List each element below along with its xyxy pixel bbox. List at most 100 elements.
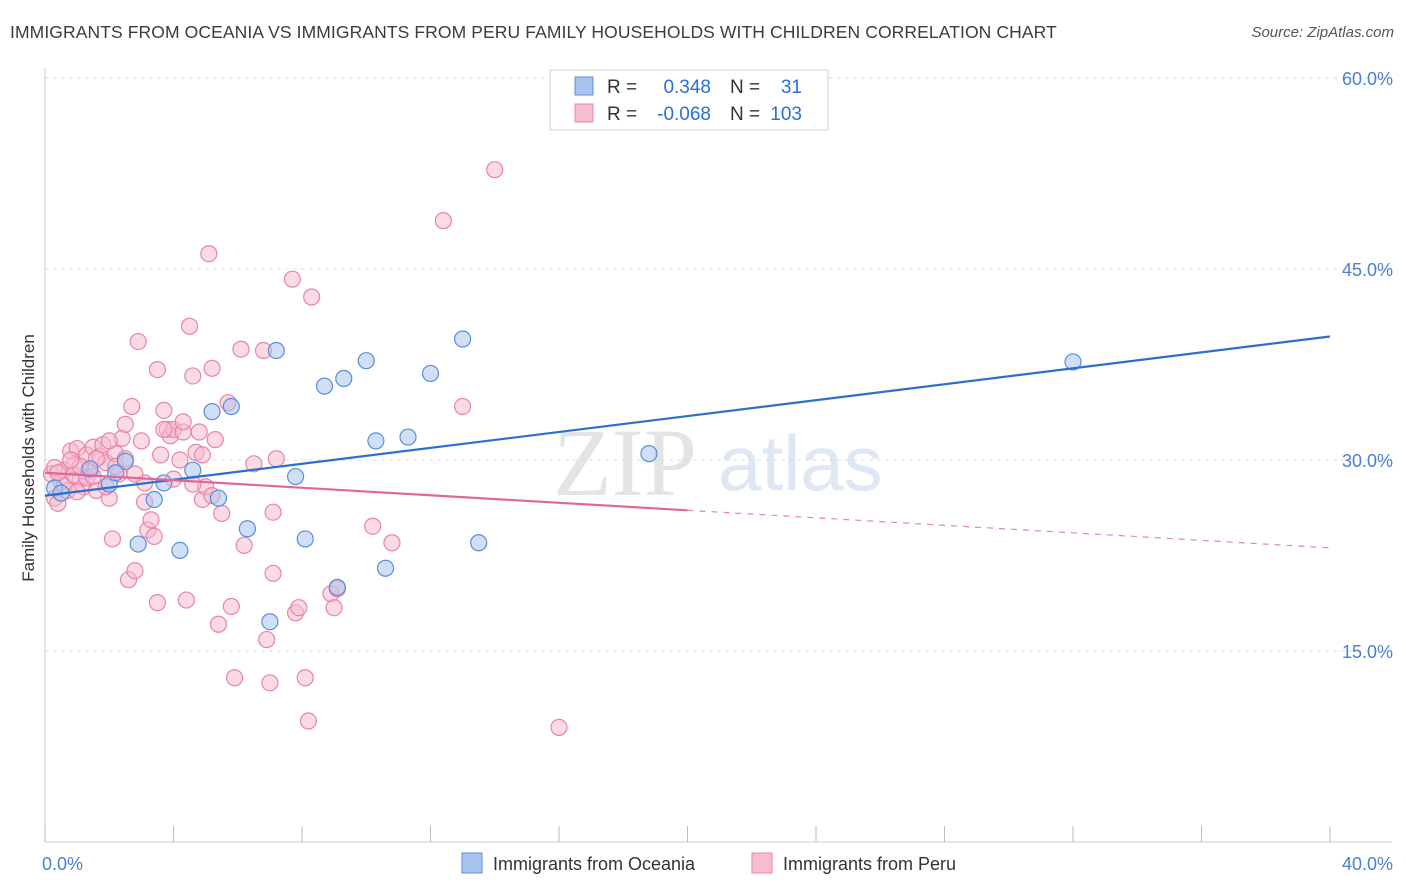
x-tick-label: 40.0%	[1342, 854, 1393, 874]
y-tick-label: 60.0%	[1342, 69, 1393, 89]
peru-point	[303, 288, 321, 306]
peru-point	[174, 413, 192, 431]
peru-point	[180, 317, 199, 335]
oceania-point	[296, 530, 314, 548]
peru-point	[62, 451, 80, 469]
legend-r-value-peru: -0.068	[657, 104, 711, 125]
peru-trend-line-extension	[687, 509, 1331, 549]
y-tick-label: 45.0%	[1342, 260, 1393, 280]
watermark-zip: ZIP	[553, 409, 697, 516]
oceania-point	[454, 330, 472, 348]
peru-point	[258, 630, 276, 649]
peru-point	[103, 530, 122, 548]
legend-n-value-peru: 103	[770, 104, 802, 125]
oceania-point	[367, 432, 385, 450]
oceania-point	[286, 467, 305, 486]
peru-point	[148, 360, 167, 379]
oceania-trend-line	[44, 335, 1331, 497]
peru-point	[116, 415, 134, 433]
peru-point	[486, 161, 504, 179]
watermark-atlas: atlas	[718, 419, 883, 507]
grid-lines	[45, 77, 1392, 652]
peru-point	[364, 517, 382, 535]
correlation-legend: R = 0.348 N = 31 R = -0.068 N = 103	[549, 69, 829, 131]
legend-swatch-peru	[574, 103, 594, 123]
oceania-point	[116, 452, 134, 470]
peru-point	[206, 431, 224, 449]
peru-point	[193, 446, 212, 464]
oceania-point	[376, 559, 395, 577]
peru-point	[203, 359, 221, 377]
legend-n-label-oceania: N =	[730, 77, 760, 98]
x-tick-label: 0.0%	[42, 854, 83, 874]
tick-labels: 15.0% 30.0% 45.0% 60.0% 0.0% 40.0%	[42, 69, 1393, 874]
peru-point	[142, 511, 160, 529]
oceania-point	[238, 520, 256, 538]
chart-source: Source: ZipAtlas.com	[1251, 24, 1394, 41]
peru-point	[264, 503, 282, 521]
oceania-point	[209, 489, 228, 507]
peru-point	[550, 718, 568, 737]
peru-point	[434, 212, 452, 230]
oceania-point	[335, 369, 353, 388]
series-legend: Immigrants from Oceania Immigrants from …	[461, 852, 956, 874]
peru-point	[100, 432, 118, 450]
peru-point	[126, 562, 144, 580]
peru-point	[213, 504, 231, 523]
legend-box	[549, 69, 829, 131]
peru-point	[209, 615, 228, 633]
peru-point	[225, 669, 244, 687]
legend-n-label-peru: N =	[730, 104, 760, 125]
peru-point	[155, 420, 173, 439]
peru-point	[296, 669, 314, 687]
oceania-point	[399, 428, 417, 446]
axes	[44, 68, 1392, 843]
peru-point	[123, 397, 141, 416]
oceania-point	[328, 578, 346, 596]
oceania-point	[129, 535, 147, 553]
peru-point	[283, 270, 301, 288]
peru-point	[145, 527, 163, 546]
oceania-point	[421, 364, 440, 383]
peru-point	[235, 536, 253, 554]
oceania-point	[315, 377, 334, 395]
legend-r-label-peru: R =	[607, 104, 637, 125]
legend-n-value-oceania: 31	[781, 77, 802, 98]
peru-point	[232, 340, 250, 358]
peru-point	[267, 450, 285, 468]
peru-trend-line	[44, 471, 688, 512]
oceania-point	[145, 490, 163, 509]
peru-point	[190, 423, 208, 441]
peru-point	[200, 245, 218, 263]
legend-swatch-oceania	[574, 76, 594, 96]
peru-point	[383, 534, 401, 552]
oceania-point	[261, 613, 279, 631]
peru-point	[222, 597, 240, 616]
oceania-point	[267, 341, 285, 360]
y-tick-label: 30.0%	[1342, 451, 1393, 471]
peru-point	[148, 594, 167, 612]
peru-point	[155, 401, 173, 419]
oceania-point	[222, 397, 240, 416]
legend-r-value-oceania: 0.348	[663, 77, 711, 98]
bottom-legend-label-oceania: Immigrants from Oceania	[493, 854, 696, 874]
peru-point	[325, 599, 343, 617]
peru-point	[264, 564, 282, 582]
oceania-point	[357, 352, 375, 370]
oceania-point	[81, 460, 99, 478]
peru-point	[290, 599, 308, 617]
peru-point	[177, 591, 195, 609]
oceania-point	[203, 403, 221, 421]
trend-lines	[44, 335, 1331, 549]
peru-point	[152, 446, 170, 464]
y-tick-label: 15.0%	[1342, 642, 1393, 662]
bottom-legend-swatch-oceania	[461, 852, 483, 874]
peru-point	[299, 712, 318, 730]
peru-point	[184, 367, 202, 385]
series-peru-points	[42, 161, 568, 737]
legend-r-label-oceania: R =	[607, 77, 637, 98]
oceania-point	[171, 541, 189, 560]
bottom-legend-label-peru: Immigrants from Peru	[783, 854, 956, 874]
y-axis-title: Family Households with Children	[19, 334, 38, 582]
